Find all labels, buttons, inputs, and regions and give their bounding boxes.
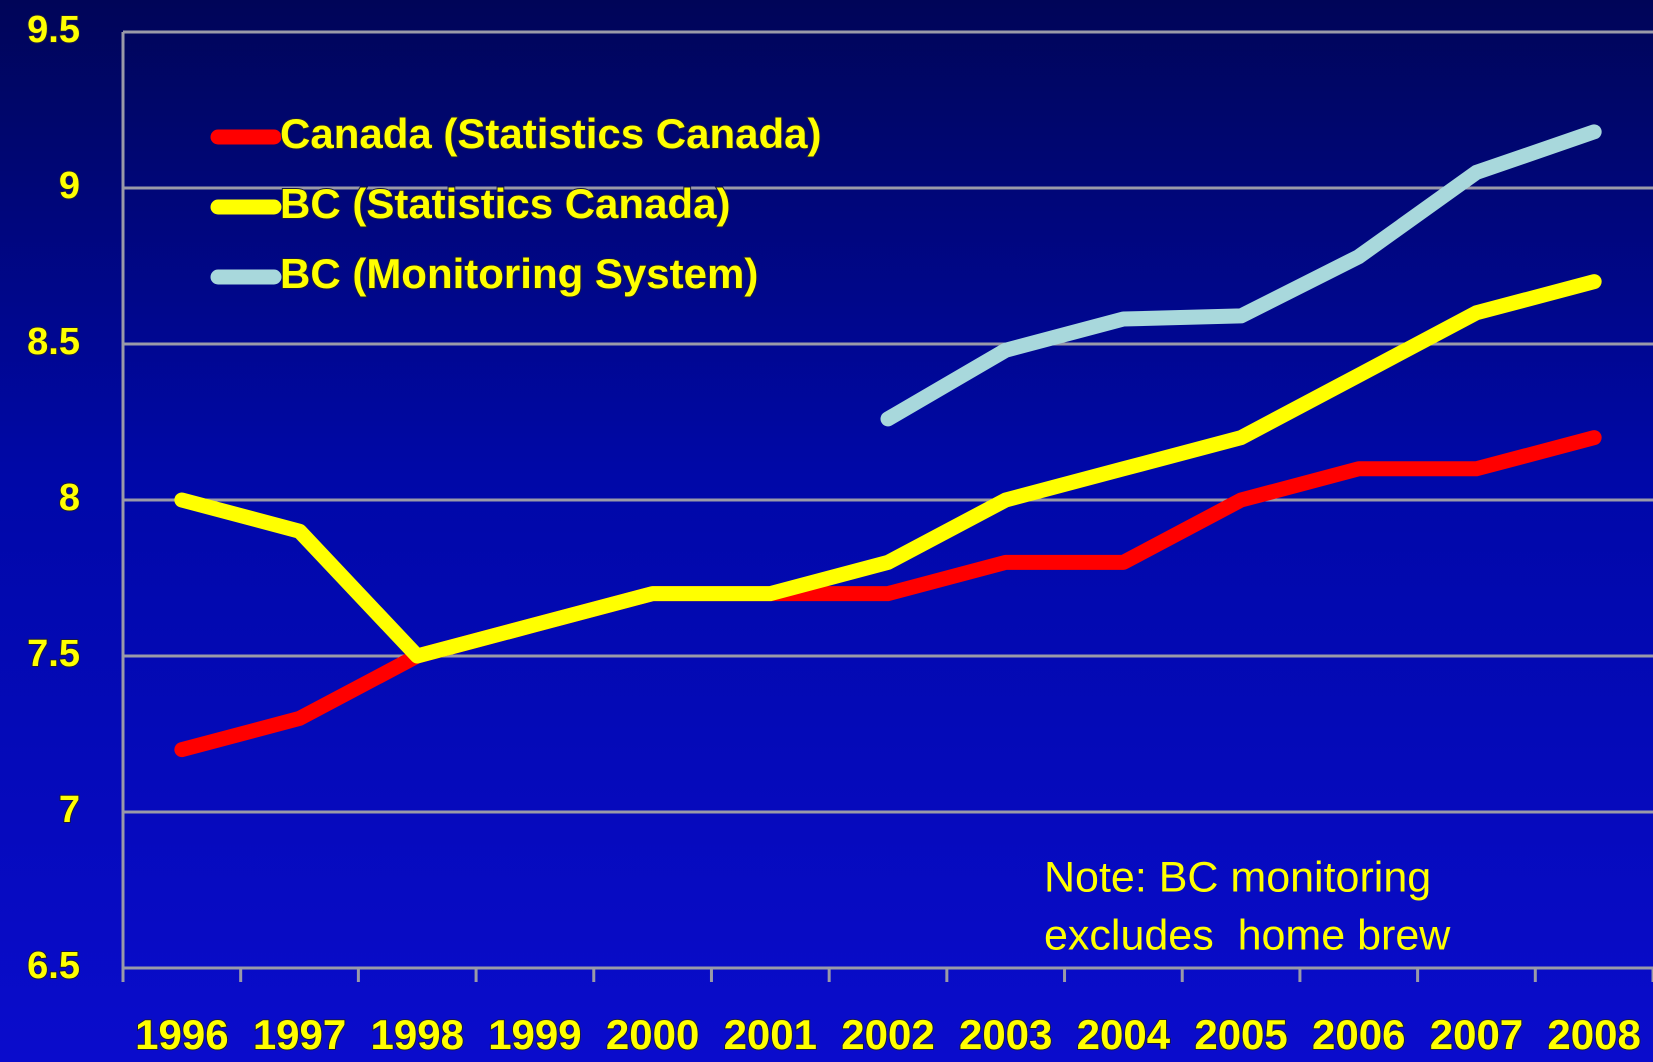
y-tick-label: 6.5 xyxy=(27,945,80,987)
x-tick-label: 1997 xyxy=(253,1011,346,1058)
y-tick-label: 8 xyxy=(59,477,80,519)
y-tick-label: 7 xyxy=(59,789,80,831)
y-tick-label: 9 xyxy=(59,165,80,207)
line xyxy=(880,124,1602,427)
x-tick-label: 2005 xyxy=(1194,1011,1287,1058)
x-tick-label: 1996 xyxy=(135,1011,228,1058)
y-tick-label: 8.5 xyxy=(27,321,80,363)
y-tick-label: 7.5 xyxy=(27,633,80,675)
x-tick-label: 2002 xyxy=(841,1011,934,1058)
legend-label: Canada (Statistics Canada) xyxy=(280,110,822,157)
legend-label: BC (Monitoring System) xyxy=(280,250,758,297)
line xyxy=(174,274,1602,664)
legend-label: BC (Statistics Canada) xyxy=(280,180,730,227)
annotation: excludes home brew xyxy=(1044,911,1451,959)
x-tick-label: 2004 xyxy=(1077,1011,1171,1058)
x-tick-label: 2007 xyxy=(1430,1011,1523,1058)
x-tick-label: 2003 xyxy=(959,1011,1052,1058)
x-tick-label: 2000 xyxy=(606,1011,699,1058)
x-tick-label: 1998 xyxy=(371,1011,464,1058)
x-tick-label: 1999 xyxy=(488,1011,581,1058)
annotation: Note: BC monitoring xyxy=(1044,853,1431,901)
x-tick-label: 2006 xyxy=(1312,1011,1405,1058)
x-tick-label: 2008 xyxy=(1547,1011,1640,1058)
y-tick-label: 9.5 xyxy=(27,9,80,51)
x-tick-label: 2001 xyxy=(724,1011,817,1058)
